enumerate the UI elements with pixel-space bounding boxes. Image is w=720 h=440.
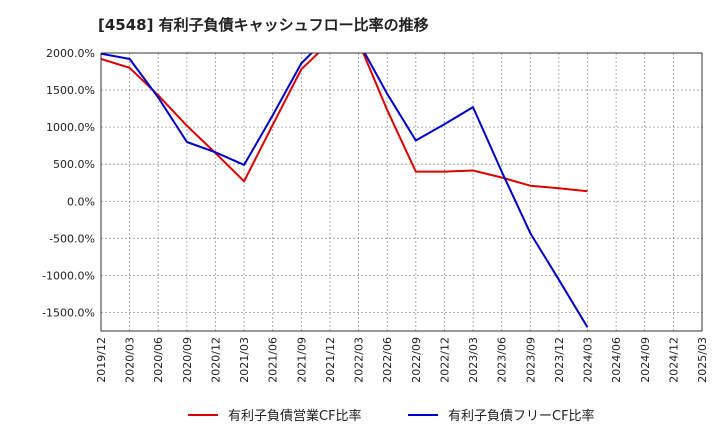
x-tick-label: 2021/03 (238, 337, 251, 383)
y-tick-label: -1000.0% (42, 269, 95, 282)
legend: 有利子負債営業CF比率 有利子負債フリーCF比率 (188, 408, 595, 424)
x-tick-label: 2024/06 (610, 337, 623, 383)
y-tick-label: 1000.0% (46, 121, 95, 134)
x-tick-label: 2020/09 (181, 337, 194, 383)
x-tick-label: 2023/03 (467, 337, 480, 383)
x-tick-label: 2022/03 (353, 337, 366, 383)
y-tick-label: -500.0% (49, 232, 95, 245)
series-line-0 (101, 53, 588, 193)
x-tick-label: 2024/03 (582, 337, 595, 383)
x-tick-label: 2020/06 (152, 337, 165, 383)
series-layer (101, 53, 589, 328)
x-axis: 2019/12 2020/03 2020/06 2020/09 2020/12 2021/… (95, 337, 709, 383)
grid (101, 52, 702, 331)
y-tick-label: 1500.0% (46, 84, 95, 97)
y-tick-label: 2000.0% (46, 47, 95, 60)
legend-label-series-1: 有利子負債フリーCF比率 (448, 408, 595, 424)
x-tick-label: 2021/12 (324, 337, 337, 383)
x-tick-label: 2023/12 (553, 337, 566, 383)
x-tick-label: 2021/09 (295, 337, 308, 383)
x-tick-label: 2023/09 (524, 337, 537, 383)
x-tick-label: 2022/06 (381, 337, 394, 383)
x-tick-label: 2022/12 (438, 337, 451, 383)
x-tick-label: 2023/06 (496, 337, 509, 383)
x-tick-label: 2024/12 (667, 337, 680, 383)
x-tick-label: 2024/09 (639, 337, 652, 383)
x-tick-label: 2019/12 (95, 337, 108, 383)
legend-label-series-0: 有利子負債営業CF比率 (228, 408, 362, 424)
x-tick-label: 2020/03 (124, 337, 137, 383)
y-tick-label: 500.0% (53, 158, 95, 171)
chart-title: [4548] 有利子負債キャッシュフロー比率の推移 (98, 16, 429, 34)
x-tick-label: 2025/03 (696, 337, 709, 383)
y-tick-label: 0.0% (67, 195, 95, 208)
y-axis: 2000.0% 1500.0% 1000.0% 500.0% 0.0% -500.0% -1… (42, 47, 95, 319)
series-line-1 (101, 53, 589, 328)
plot-frame (100, 52, 703, 332)
x-tick-label: 2020/12 (209, 337, 222, 383)
x-tick-label: 2021/06 (267, 337, 280, 383)
x-tick-label: 2022/09 (410, 337, 423, 383)
y-tick-label: -1500.0% (42, 306, 95, 319)
